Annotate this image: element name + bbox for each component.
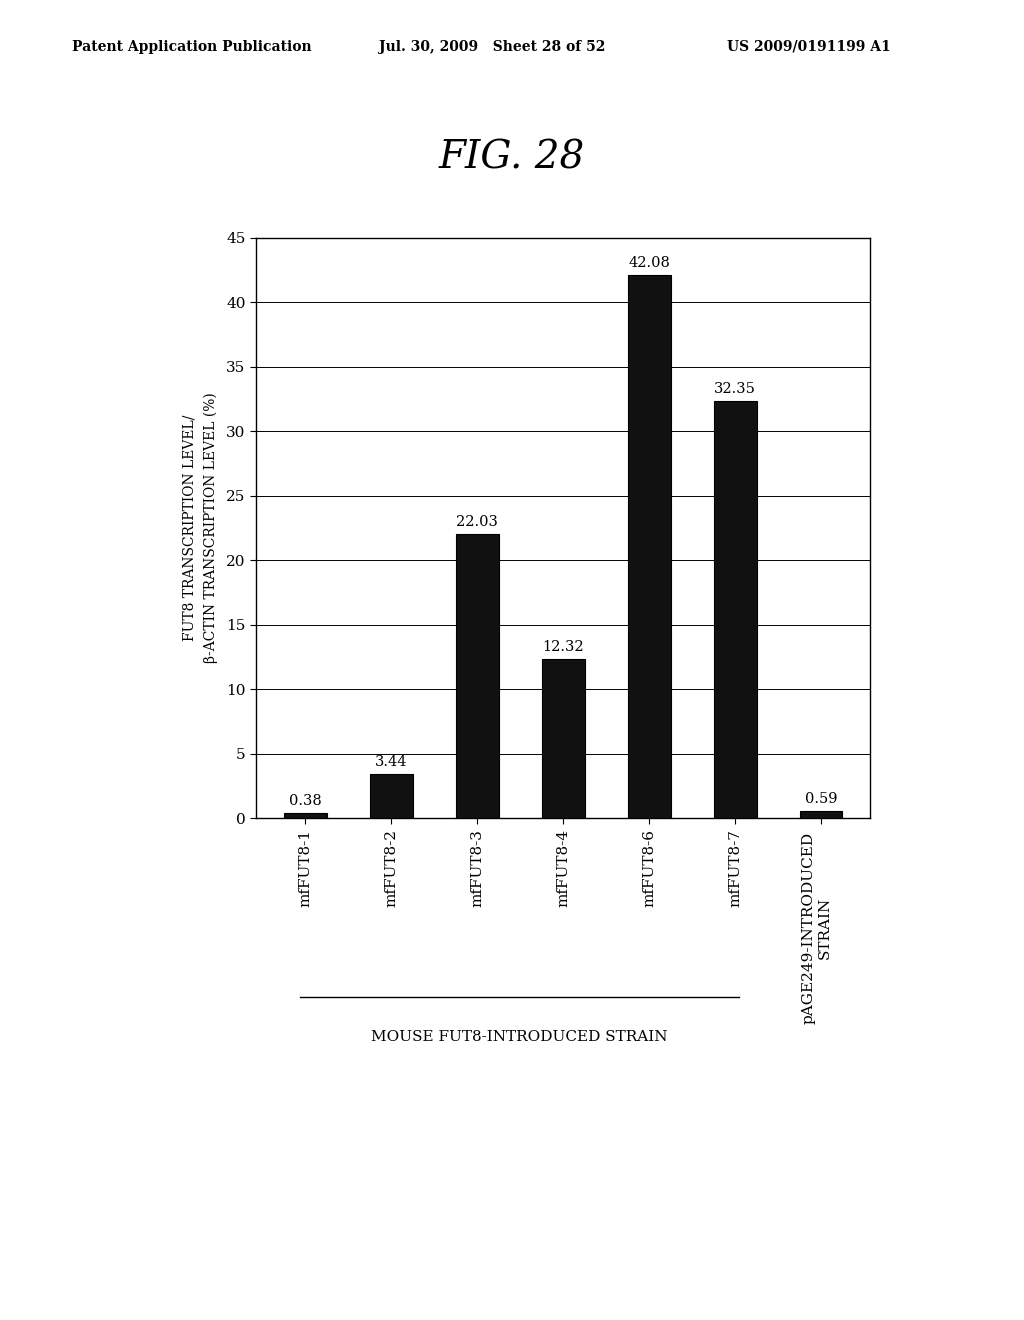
- Text: US 2009/0191199 A1: US 2009/0191199 A1: [727, 40, 891, 54]
- Bar: [800, 810, 843, 818]
- Bar: [714, 401, 757, 818]
- Text: Jul. 30, 2009   Sheet 28 of 52: Jul. 30, 2009 Sheet 28 of 52: [379, 40, 605, 54]
- Bar: [456, 535, 499, 818]
- Bar: [284, 813, 327, 818]
- Text: 0.38: 0.38: [289, 795, 322, 808]
- Bar: [628, 276, 671, 818]
- Text: 0.59: 0.59: [805, 792, 838, 805]
- Y-axis label: FUT8 TRANSCRIPTION LEVEL/
β-ACTIN TRANSCRIPTION LEVEL (%): FUT8 TRANSCRIPTION LEVEL/ β-ACTIN TRANSC…: [182, 392, 218, 664]
- Text: 32.35: 32.35: [714, 381, 756, 396]
- Text: pAGE249-INTRODUCED
STRAIN: pAGE249-INTRODUCED STRAIN: [801, 832, 831, 1024]
- Text: 3.44: 3.44: [375, 755, 408, 768]
- Text: FIG. 28: FIG. 28: [439, 140, 585, 177]
- Text: 12.32: 12.32: [543, 640, 584, 655]
- Text: 42.08: 42.08: [628, 256, 670, 271]
- Bar: [542, 660, 585, 818]
- Text: 22.03: 22.03: [457, 515, 499, 529]
- Text: Patent Application Publication: Patent Application Publication: [72, 40, 311, 54]
- Text: MOUSE FUT8-INTRODUCED STRAIN: MOUSE FUT8-INTRODUCED STRAIN: [371, 1030, 668, 1044]
- Bar: [370, 774, 413, 818]
